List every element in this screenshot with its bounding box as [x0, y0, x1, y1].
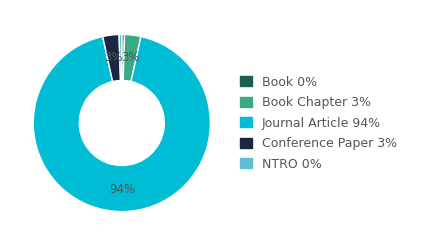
Wedge shape	[33, 36, 210, 212]
Wedge shape	[119, 34, 122, 80]
Text: 3%: 3%	[105, 51, 123, 64]
Wedge shape	[103, 34, 120, 81]
Text: 94%: 94%	[109, 183, 135, 196]
Wedge shape	[122, 34, 124, 80]
Legend: Book 0%, Book Chapter 3%, Journal Article 94%, Conference Paper 3%, NTRO 0%: Book 0%, Book Chapter 3%, Journal Articl…	[237, 72, 400, 174]
Text: 3%: 3%	[121, 51, 139, 64]
Wedge shape	[123, 34, 141, 81]
